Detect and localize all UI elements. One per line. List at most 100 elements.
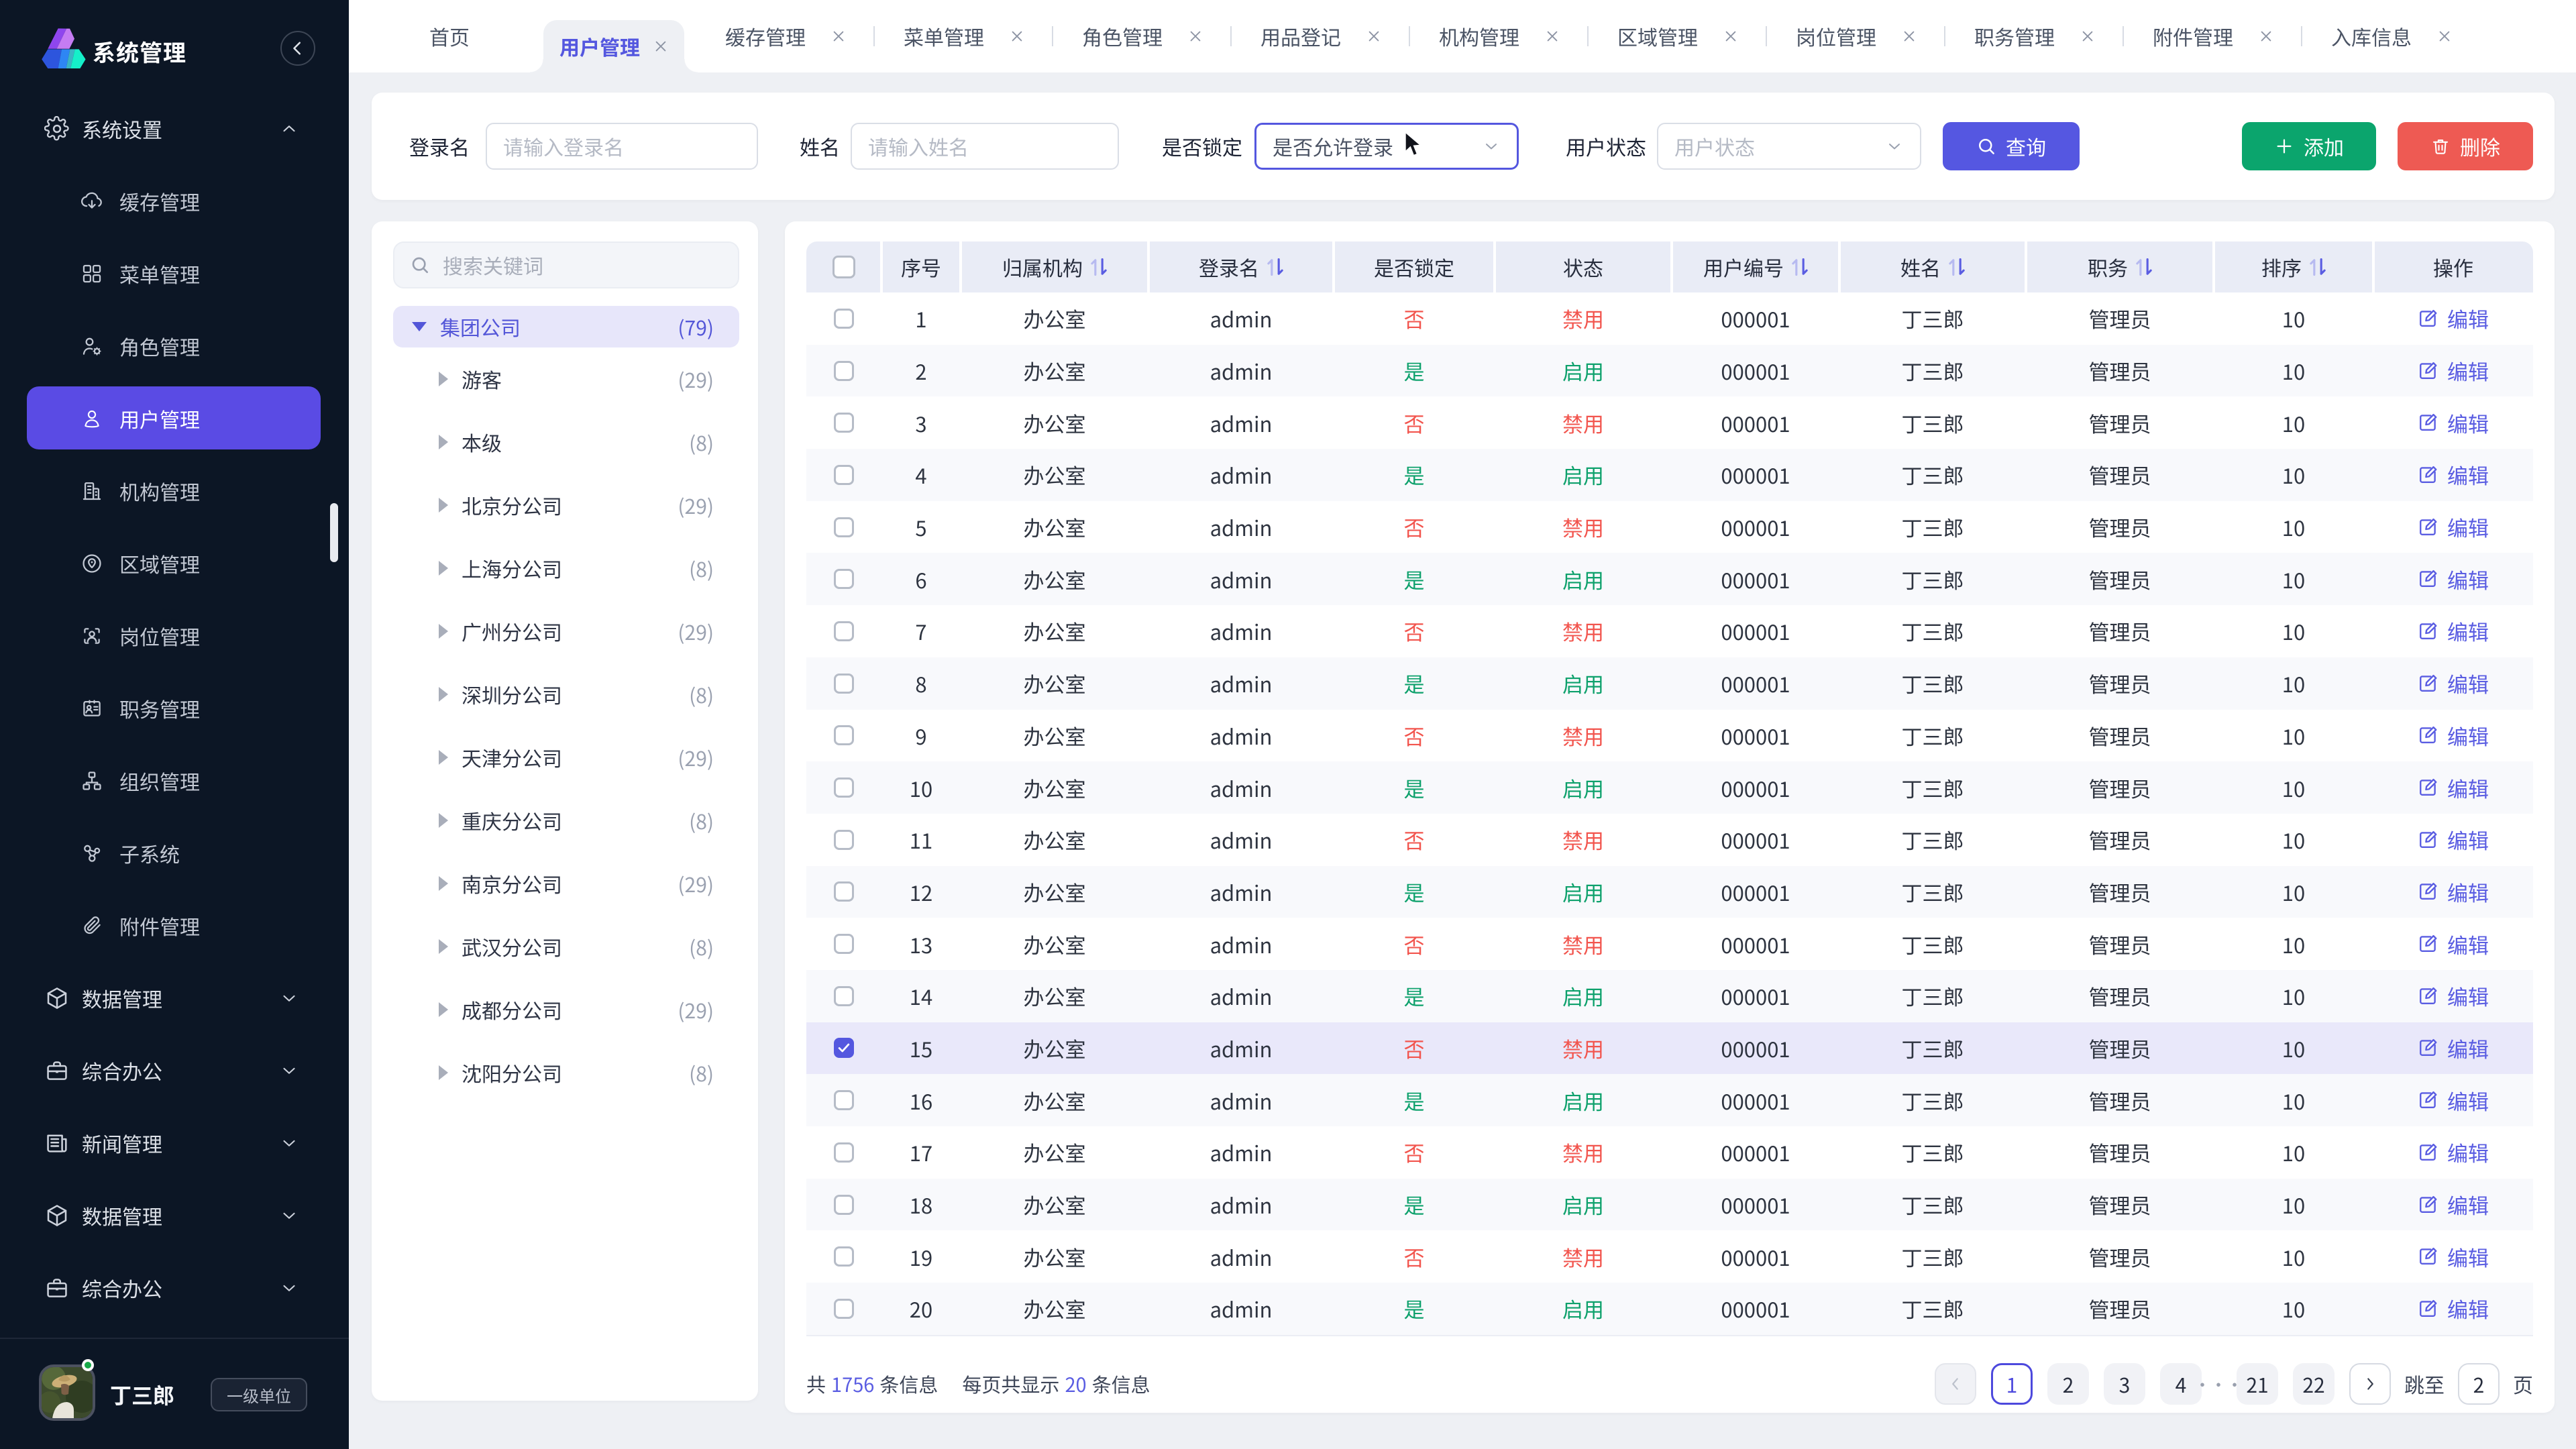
row-checkbox[interactable] bbox=[834, 1246, 854, 1267]
tab-close-icon[interactable] bbox=[1723, 29, 1738, 44]
table-row-13[interactable]: 13 办公室 admin 否 禁用 000001 丁三郎 管理员 10 编辑 bbox=[806, 918, 2533, 970]
edit-button[interactable]: 编辑 bbox=[2418, 564, 2489, 594]
tab-close-icon[interactable] bbox=[2080, 29, 2095, 44]
sidebar-item-岗位管理[interactable]: 岗位管理 bbox=[0, 600, 349, 672]
add-button[interactable]: 添加 bbox=[2242, 122, 2376, 170]
tab-close-icon[interactable] bbox=[1545, 29, 1560, 44]
caret-right-icon[interactable] bbox=[439, 687, 448, 702]
sidebar-item-区域管理[interactable]: 区域管理 bbox=[0, 527, 349, 600]
row-checkbox[interactable] bbox=[834, 1142, 854, 1163]
row-checkbox[interactable] bbox=[834, 1038, 854, 1059]
sort-icon[interactable] bbox=[1792, 257, 1808, 277]
table-row-10[interactable]: 10 办公室 admin 是 启用 000001 丁三郎 管理员 10 编辑 bbox=[806, 761, 2533, 814]
tree-search-input[interactable]: 搜索关键词 bbox=[393, 241, 739, 288]
edit-button[interactable]: 编辑 bbox=[2418, 929, 2489, 959]
table-row-19[interactable]: 19 办公室 admin 否 禁用 000001 丁三郎 管理员 10 编辑 bbox=[806, 1230, 2533, 1283]
sidebar-item-缓存管理[interactable]: 缓存管理 bbox=[0, 165, 349, 237]
edit-button[interactable]: 编辑 bbox=[2418, 981, 2489, 1011]
caret-right-icon[interactable] bbox=[439, 498, 448, 513]
tab-close-icon[interactable] bbox=[831, 29, 846, 44]
table-row-3[interactable]: 3 办公室 admin 否 禁用 000001 丁三郎 管理员 10 编辑 bbox=[806, 396, 2533, 449]
edit-button[interactable]: 编辑 bbox=[2418, 877, 2489, 907]
next-page-button[interactable] bbox=[2349, 1363, 2391, 1405]
caret-down-icon[interactable] bbox=[412, 322, 427, 331]
tab-机构管理[interactable]: 机构管理 bbox=[1410, 0, 1587, 72]
column-header-职务[interactable]: 职务 bbox=[2025, 241, 2214, 292]
sort-icon[interactable] bbox=[1949, 257, 1965, 277]
row-checkbox[interactable] bbox=[834, 569, 854, 590]
table-row-8[interactable]: 8 办公室 admin 是 启用 000001 丁三郎 管理员 10 编辑 bbox=[806, 657, 2533, 710]
row-checkbox[interactable] bbox=[834, 308, 854, 329]
table-row-5[interactable]: 5 办公室 admin 否 禁用 000001 丁三郎 管理员 10 编辑 bbox=[806, 501, 2533, 553]
page-button-4[interactable]: 4 bbox=[2160, 1363, 2202, 1405]
jump-page-input[interactable]: 2 bbox=[2458, 1363, 2500, 1405]
edit-button[interactable]: 编辑 bbox=[2418, 1293, 2489, 1324]
page-button-3[interactable]: 3 bbox=[2104, 1363, 2145, 1405]
tab-区域管理[interactable]: 区域管理 bbox=[1589, 0, 1766, 72]
tree-node-沈阳分公司[interactable]: 沈阳分公司 (8) bbox=[393, 1052, 739, 1093]
tab-close-icon[interactable] bbox=[2259, 29, 2273, 44]
tree-node-游客[interactable]: 游客 (29) bbox=[393, 358, 739, 400]
sidebar-item-附件管理[interactable]: 附件管理 bbox=[0, 890, 349, 962]
table-row-1[interactable]: 1 办公室 admin 否 禁用 000001 丁三郎 管理员 10 编辑 bbox=[806, 292, 2533, 345]
tab-附件管理[interactable]: 附件管理 bbox=[2124, 0, 2301, 72]
table-row-14[interactable]: 14 办公室 admin 是 启用 000001 丁三郎 管理员 10 编辑 bbox=[806, 969, 2533, 1022]
tab-职务管理[interactable]: 职务管理 bbox=[1945, 0, 2123, 72]
edit-button[interactable]: 编辑 bbox=[2418, 1242, 2489, 1272]
table-row-20[interactable]: 20 办公室 admin 是 启用 000001 丁三郎 管理员 10 编辑 bbox=[806, 1283, 2533, 1335]
query-button[interactable]: 查询 bbox=[1943, 122, 2080, 170]
caret-right-icon[interactable] bbox=[439, 435, 448, 449]
edit-button[interactable]: 编辑 bbox=[2418, 824, 2489, 855]
sidebar-group-综合办公[interactable]: 综合办公 bbox=[0, 1034, 349, 1107]
row-checkbox[interactable] bbox=[834, 777, 854, 798]
tab-菜单管理[interactable]: 菜单管理 bbox=[875, 0, 1052, 72]
caret-right-icon[interactable] bbox=[439, 876, 448, 891]
column-header-归属机构[interactable]: 归属机构 bbox=[959, 241, 1148, 292]
row-checkbox[interactable] bbox=[834, 464, 854, 485]
status-select[interactable]: 用户状态 bbox=[1657, 123, 1921, 170]
column-header-姓名[interactable]: 姓名 bbox=[1838, 241, 2026, 292]
table-row-4[interactable]: 4 办公室 admin 是 启用 000001 丁三郎 管理员 10 编辑 bbox=[806, 449, 2533, 501]
row-checkbox[interactable] bbox=[834, 360, 854, 381]
caret-right-icon[interactable] bbox=[439, 1002, 448, 1017]
tree-node-深圳分公司[interactable]: 深圳分公司 (8) bbox=[393, 674, 739, 715]
sidebar-item-用户管理[interactable]: 用户管理 bbox=[0, 382, 349, 455]
page-button-1[interactable]: 1 bbox=[1991, 1363, 2033, 1405]
row-checkbox[interactable] bbox=[834, 934, 854, 955]
sidebar-collapse-button[interactable] bbox=[280, 31, 315, 66]
caret-right-icon[interactable] bbox=[439, 561, 448, 576]
edit-button[interactable]: 编辑 bbox=[2418, 1137, 2489, 1167]
tab-岗位管理[interactable]: 岗位管理 bbox=[1767, 0, 1944, 72]
row-checkbox[interactable] bbox=[834, 673, 854, 694]
edit-button[interactable]: 编辑 bbox=[2418, 512, 2489, 542]
column-header-用户编号[interactable]: 用户编号 bbox=[1670, 241, 1839, 292]
tree-node-成都分公司[interactable]: 成都分公司 (29) bbox=[393, 989, 739, 1030]
table-row-17[interactable]: 17 办公室 admin 否 禁用 000001 丁三郎 管理员 10 编辑 bbox=[806, 1126, 2533, 1179]
tree-node-南京分公司[interactable]: 南京分公司 (29) bbox=[393, 863, 739, 904]
tab-close-icon[interactable] bbox=[1188, 29, 1203, 44]
tab-close-icon[interactable] bbox=[1902, 29, 1917, 44]
edit-button[interactable]: 编辑 bbox=[2418, 1189, 2489, 1220]
sidebar-group-新闻管理[interactable]: 新闻管理 bbox=[0, 1107, 349, 1179]
edit-button[interactable]: 编辑 bbox=[2418, 356, 2489, 386]
sidebar-item-职务管理[interactable]: 职务管理 bbox=[0, 672, 349, 745]
row-checkbox[interactable] bbox=[834, 1194, 854, 1215]
select-all-checkbox[interactable] bbox=[833, 256, 855, 278]
sort-icon[interactable] bbox=[2136, 257, 2152, 277]
table-row-2[interactable]: 2 办公室 admin 是 启用 000001 丁三郎 管理员 10 编辑 bbox=[806, 344, 2533, 397]
tab-close-icon[interactable] bbox=[653, 39, 668, 54]
name-input[interactable]: 请输入姓名 bbox=[851, 123, 1119, 170]
column-header-排序[interactable]: 排序 bbox=[2212, 241, 2373, 292]
tab-close-icon[interactable] bbox=[1010, 29, 1024, 44]
tree-node-集团公司[interactable]: 集团公司 (79) bbox=[393, 306, 739, 347]
sidebar-group-综合办公[interactable]: 综合办公 bbox=[0, 1252, 349, 1324]
row-checkbox[interactable] bbox=[834, 1298, 854, 1319]
table-row-7[interactable]: 7 办公室 admin 否 禁用 000001 丁三郎 管理员 10 编辑 bbox=[806, 605, 2533, 657]
edit-button[interactable]: 编辑 bbox=[2418, 303, 2489, 333]
caret-right-icon[interactable] bbox=[439, 1065, 448, 1080]
caret-right-icon[interactable] bbox=[439, 750, 448, 765]
table-row-11[interactable]: 11 办公室 admin 否 禁用 000001 丁三郎 管理员 10 编辑 bbox=[806, 814, 2533, 866]
row-checkbox[interactable] bbox=[834, 725, 854, 746]
page-button-2[interactable]: 2 bbox=[2047, 1363, 2089, 1405]
row-checkbox[interactable] bbox=[834, 881, 854, 902]
